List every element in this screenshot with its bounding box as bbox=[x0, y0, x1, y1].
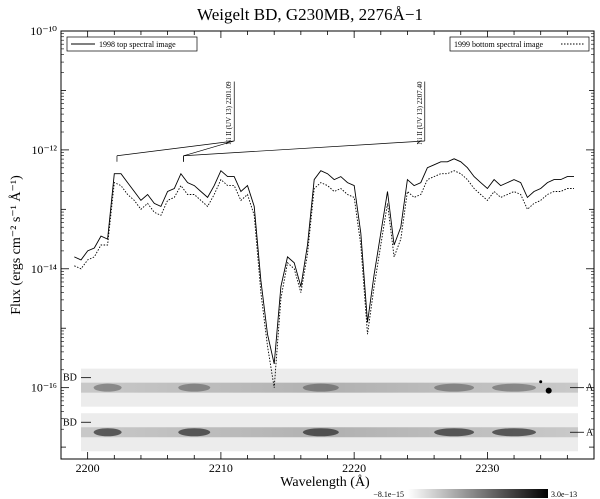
annotation-2-label: Ni II (UV 13) 2207.40 bbox=[416, 81, 424, 145]
strip-1-label: BD bbox=[63, 373, 77, 384]
chart-title: Weigelt BD, G230MB, 2276Å−1 bbox=[197, 5, 423, 24]
strip-1-band bbox=[80, 382, 579, 393]
strip-1-right-label: A bbox=[586, 383, 594, 394]
strip-2-label: BD bbox=[63, 417, 77, 428]
x-axis: 2200 2210 2220 2230 bbox=[60, 31, 595, 475]
strip-1-blob bbox=[178, 383, 211, 392]
y-axis: 10⁻¹⁰ 10⁻¹² 10⁻¹⁴ 10⁻¹⁶ bbox=[30, 24, 594, 448]
strip-2-blob bbox=[178, 428, 211, 437]
x-tick-label: 2210 bbox=[209, 461, 233, 475]
legend-label-1999: 1999 bottom spectral image bbox=[454, 40, 544, 49]
annotation-2-leader bbox=[183, 140, 425, 157]
y-tick-label: 10⁻¹⁴ bbox=[31, 262, 57, 276]
strip-1-blob bbox=[492, 383, 537, 392]
strip-2-blob bbox=[93, 428, 122, 437]
strip-1-blob bbox=[93, 383, 122, 392]
x-tick-label: 2230 bbox=[475, 461, 499, 475]
annotation-1-leader bbox=[116, 140, 235, 157]
legend-box-1998 bbox=[66, 36, 198, 52]
series-lines bbox=[74, 158, 574, 388]
strip-1-blob bbox=[434, 383, 475, 392]
y-axis-label: Flux (ergs cm⁻² s⁻¹ Å⁻¹) bbox=[8, 175, 24, 315]
strip-blemish bbox=[545, 387, 552, 394]
strip-1-blob bbox=[302, 383, 339, 392]
strip-2-blob bbox=[434, 428, 475, 437]
y-tick-label: 10⁻¹² bbox=[31, 143, 57, 157]
y-tick-label: 10⁻¹⁰ bbox=[30, 24, 57, 38]
colorbar: −8.1e−15 3.0e−13 bbox=[373, 489, 577, 499]
colorbar-gradient bbox=[408, 489, 548, 498]
y-tick-label: 10⁻¹⁶ bbox=[31, 381, 57, 395]
series-line-1998 bbox=[74, 158, 574, 364]
colorbar-max-label: 3.0e−13 bbox=[551, 490, 577, 499]
x-tick-label: 2200 bbox=[76, 461, 100, 475]
legend-box-1999 bbox=[449, 36, 590, 52]
series-line-1999 bbox=[74, 170, 574, 388]
annotation-lines: Ni II (UV 13) 2201.09 Ni II (UV 13) 2207.… bbox=[116, 81, 426, 162]
x-tick-label: 2220 bbox=[342, 461, 366, 475]
annotation-1-leader bbox=[183, 140, 235, 157]
strip-2-blob bbox=[302, 428, 339, 437]
colorbar-min-label: −8.1e−15 bbox=[373, 490, 404, 499]
spectral-strips: BD A BD A bbox=[63, 368, 594, 452]
legend-label-1998: 1998 top spectral image bbox=[99, 40, 176, 49]
strip-2-blob bbox=[492, 428, 537, 437]
strip-blemish bbox=[539, 380, 543, 384]
annotation-1-label: Ni II (UV 13) 2201.09 bbox=[225, 81, 233, 145]
strip-2-right-label: A bbox=[586, 427, 594, 438]
x-axis-label: Wavelength (Å) bbox=[280, 474, 370, 490]
legend: 1998 top spectral image 1999 bottom spec… bbox=[66, 36, 590, 52]
